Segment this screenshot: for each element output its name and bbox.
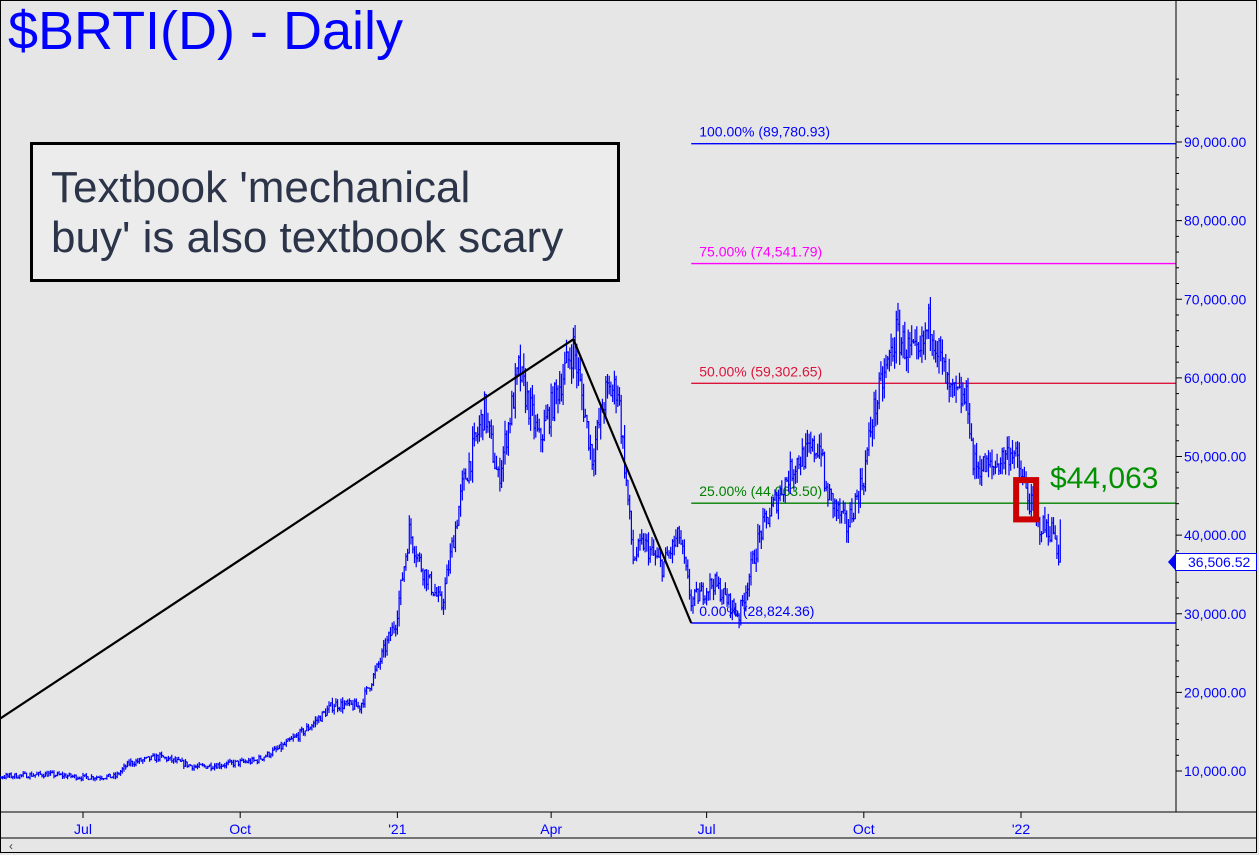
fib-level-label: 0.00% (28,824.36) xyxy=(699,603,814,619)
signal-marker xyxy=(1013,477,1040,523)
price-series xyxy=(0,297,1061,782)
y-tick-label: 30,000.00 xyxy=(1184,606,1246,622)
scroll-left-icon[interactable]: ‹ xyxy=(9,839,13,853)
price-callout: $44,063 xyxy=(1050,462,1159,495)
y-tick-label: 70,000.00 xyxy=(1184,291,1246,307)
x-tick-label: Jul xyxy=(698,821,716,837)
x-tick-label: Apr xyxy=(540,821,562,837)
trend-line xyxy=(572,338,693,624)
fib-level-label: 75.00% (74,541.79) xyxy=(699,244,822,260)
x-tick-label: '22 xyxy=(1012,821,1030,837)
x-tick-label: Oct xyxy=(853,821,875,837)
y-tick-label: 50,000.00 xyxy=(1184,449,1246,465)
annotation-box: Textbook 'mechanical buy' is also textbo… xyxy=(30,142,620,282)
y-tick-label: 80,000.00 xyxy=(1184,213,1246,229)
last-price-badge: 36,506.52 xyxy=(1168,553,1257,571)
y-tick-label: 90,000.00 xyxy=(1184,134,1246,150)
fib-level-label: 50.00% (59,302.65) xyxy=(699,363,822,379)
y-tick-label: 20,000.00 xyxy=(1184,684,1246,700)
plot-layer: 100.00% (89,780.93) 75.00% (74,541.79) 50.… xyxy=(0,124,1176,782)
fib-level-label: 25.00% (44,063.50) xyxy=(699,483,822,499)
x-tick-label: '21 xyxy=(388,821,406,837)
annotation-line-2: buy' is also textbook scary xyxy=(51,213,564,262)
trend-line xyxy=(0,338,574,721)
y-tick-label: 40,000.00 xyxy=(1184,527,1246,543)
x-tick-label: Oct xyxy=(229,821,251,837)
annotation-line-1: Textbook 'mechanical xyxy=(51,163,471,212)
chart-title: $BRTI(D) - Daily xyxy=(8,1,404,61)
fib-level-label: 100.00% (89,780.93) xyxy=(699,124,830,140)
y-tick-label: 10,000.00 xyxy=(1184,763,1246,779)
axis-layer: 10,000.00 20,000.00 30,000.00 40,000.00 50,0… xyxy=(0,0,1257,839)
x-tick-label: Jul xyxy=(74,821,92,837)
y-tick-label: 60,000.00 xyxy=(1184,370,1246,386)
